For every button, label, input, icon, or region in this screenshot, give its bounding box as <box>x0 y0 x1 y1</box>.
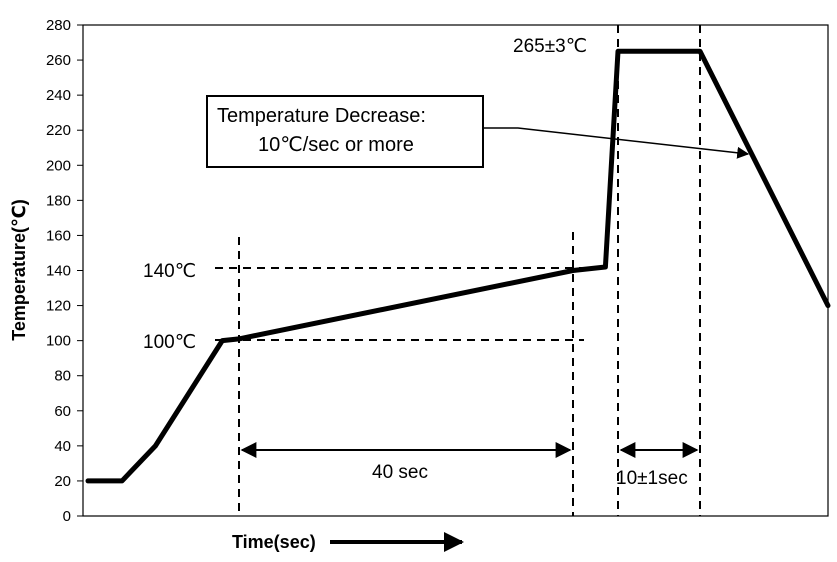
decrease-callout-line2: 10℃/sec or more <box>258 134 414 156</box>
x-axis-label: Time(sec) <box>232 532 316 552</box>
y-axis-label: Temperature(℃) <box>9 199 29 341</box>
y-tick-label: 160 <box>46 227 71 244</box>
label-100c: 100℃ <box>143 332 196 353</box>
y-tick-label: 60 <box>54 403 71 420</box>
reference-lines <box>215 25 701 516</box>
decrease-callout-pointer <box>483 127 750 159</box>
y-tick-label: 140 <box>46 263 71 280</box>
y-tick-label: 200 <box>46 157 71 174</box>
y-axis-ticks: 0 20 40 60 80 100 120 140 160 180 200 220 240 260 280 <box>46 17 83 525</box>
y-tick-label: 240 <box>46 87 71 104</box>
decrease-callout-box <box>206 95 484 168</box>
y-tick-label: 120 <box>46 298 71 315</box>
decrease-callout-line1: Temperature Decrease: <box>217 105 426 127</box>
y-tick-label: 180 <box>46 192 71 209</box>
label-140c: 140℃ <box>143 261 196 282</box>
label-10sec: 10±1sec <box>616 468 688 489</box>
y-tick-label: 260 <box>46 52 71 69</box>
y-tick-label: 100 <box>46 333 71 350</box>
y-tick-label: 280 <box>46 17 71 34</box>
y-tick-label: 0 <box>63 508 71 525</box>
y-tick-label: 220 <box>46 122 71 139</box>
y-tick-label: 20 <box>54 473 71 490</box>
y-tick-label: 80 <box>54 368 71 385</box>
label-40sec: 40 sec <box>372 462 428 483</box>
series-line-reflow-profile <box>85 48 831 484</box>
y-tick-label: 40 <box>54 438 71 455</box>
label-peak-265: 265±3℃ <box>513 36 587 57</box>
